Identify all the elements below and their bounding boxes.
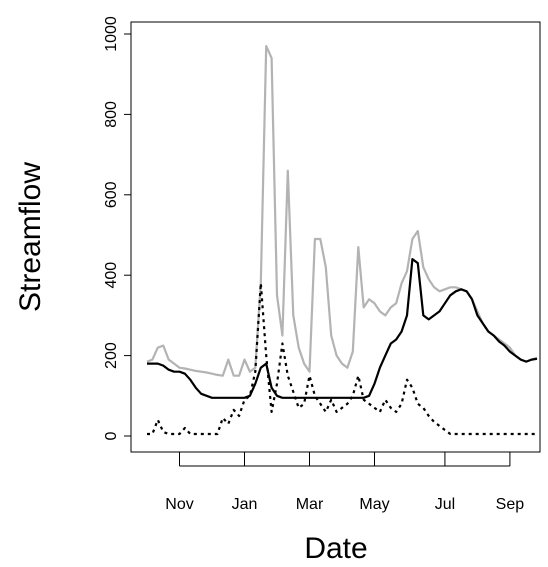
y-tick-label: 800 xyxy=(103,101,120,128)
x-axis-title: Date xyxy=(304,532,367,565)
x-tick-label: Nov xyxy=(165,496,193,513)
plot-frame xyxy=(130,21,541,453)
y-tick-label: 600 xyxy=(103,181,120,208)
x-tick-label: Jul xyxy=(435,496,455,513)
y-axis-title: Streamflow xyxy=(14,162,47,312)
x-tick-label: Jan xyxy=(232,496,258,513)
y-tick-label: 400 xyxy=(103,262,120,289)
x-tick-label: Mar xyxy=(296,496,324,513)
x-tick-label: May xyxy=(359,496,389,513)
series-line xyxy=(147,258,538,399)
y-tick-label: 200 xyxy=(103,342,120,369)
series-line xyxy=(147,282,537,436)
x-tick-label: Sep xyxy=(496,496,525,513)
y-tick-label: 1000 xyxy=(103,16,120,52)
series-line xyxy=(146,45,538,377)
y-tick-label: 0 xyxy=(103,431,120,440)
